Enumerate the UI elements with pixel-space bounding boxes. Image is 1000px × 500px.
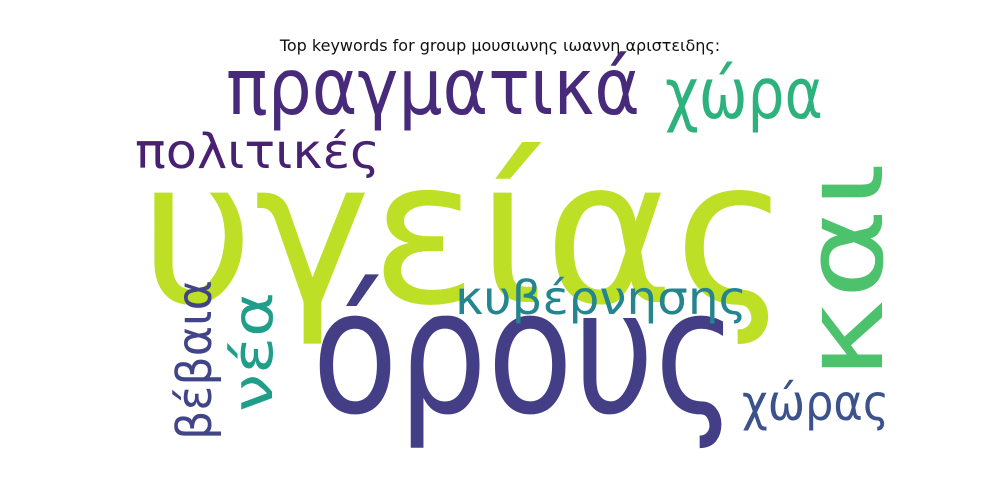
word-chora: χώρα — [665, 53, 823, 135]
word-orous: όρους — [312, 252, 737, 453]
word-ygeias: υγείας — [140, 117, 790, 350]
word-kyverniseis: κυβέρνησης — [455, 271, 747, 325]
word-vevaia: βέβαια — [167, 280, 223, 440]
figure-title: Top keywords for group μουσιωνης ιωαννη … — [279, 36, 721, 55]
word-nea: νέα — [221, 292, 286, 412]
word-kai: και — [780, 162, 908, 380]
word-pragmatika: πραγματικά — [226, 43, 640, 133]
word-politikes: πολιτικές — [135, 124, 380, 180]
word-choras: χώρας — [742, 374, 889, 432]
